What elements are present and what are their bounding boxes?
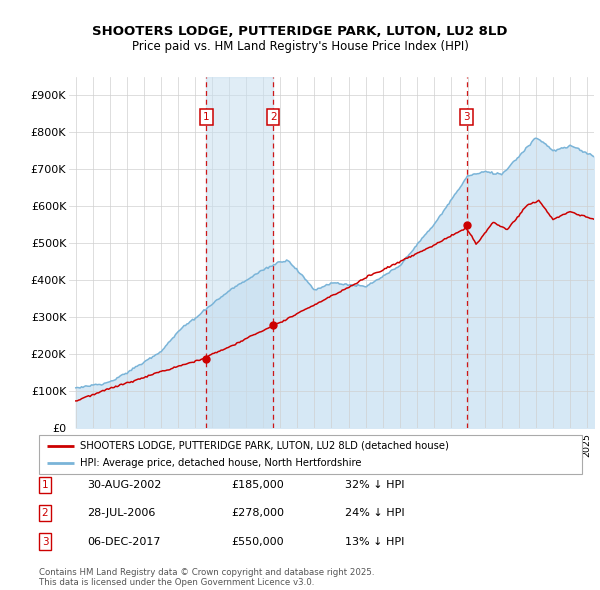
Text: 3: 3 [41, 537, 49, 546]
Text: 2: 2 [270, 112, 277, 122]
Text: Contains HM Land Registry data © Crown copyright and database right 2025.
This d: Contains HM Land Registry data © Crown c… [39, 568, 374, 587]
Bar [206, 77, 273, 428]
Text: £550,000: £550,000 [231, 537, 284, 546]
Text: SHOOTERS LODGE, PUTTERIDGE PARK, LUTON, LU2 8LD: SHOOTERS LODGE, PUTTERIDGE PARK, LUTON, … [92, 25, 508, 38]
Text: 1: 1 [203, 112, 209, 122]
FancyBboxPatch shape [39, 435, 582, 474]
Text: £185,000: £185,000 [231, 480, 284, 490]
Text: 3: 3 [463, 112, 470, 122]
Text: 28-JUL-2006: 28-JUL-2006 [87, 509, 155, 518]
Text: 30-AUG-2002: 30-AUG-2002 [87, 480, 161, 490]
Text: HPI: Average price, detached house, North Hertfordshire: HPI: Average price, detached house, Nort… [80, 458, 361, 468]
Text: 24% ↓ HPI: 24% ↓ HPI [345, 509, 404, 518]
Text: Price paid vs. HM Land Registry's House Price Index (HPI): Price paid vs. HM Land Registry's House … [131, 40, 469, 53]
Text: 13% ↓ HPI: 13% ↓ HPI [345, 537, 404, 546]
Text: SHOOTERS LODGE, PUTTERIDGE PARK, LUTON, LU2 8LD (detached house): SHOOTERS LODGE, PUTTERIDGE PARK, LUTON, … [80, 441, 449, 451]
Text: 2: 2 [41, 509, 49, 518]
Text: £278,000: £278,000 [231, 509, 284, 518]
Text: 32% ↓ HPI: 32% ↓ HPI [345, 480, 404, 490]
Text: 1: 1 [41, 480, 49, 490]
Text: 06-DEC-2017: 06-DEC-2017 [87, 537, 161, 546]
